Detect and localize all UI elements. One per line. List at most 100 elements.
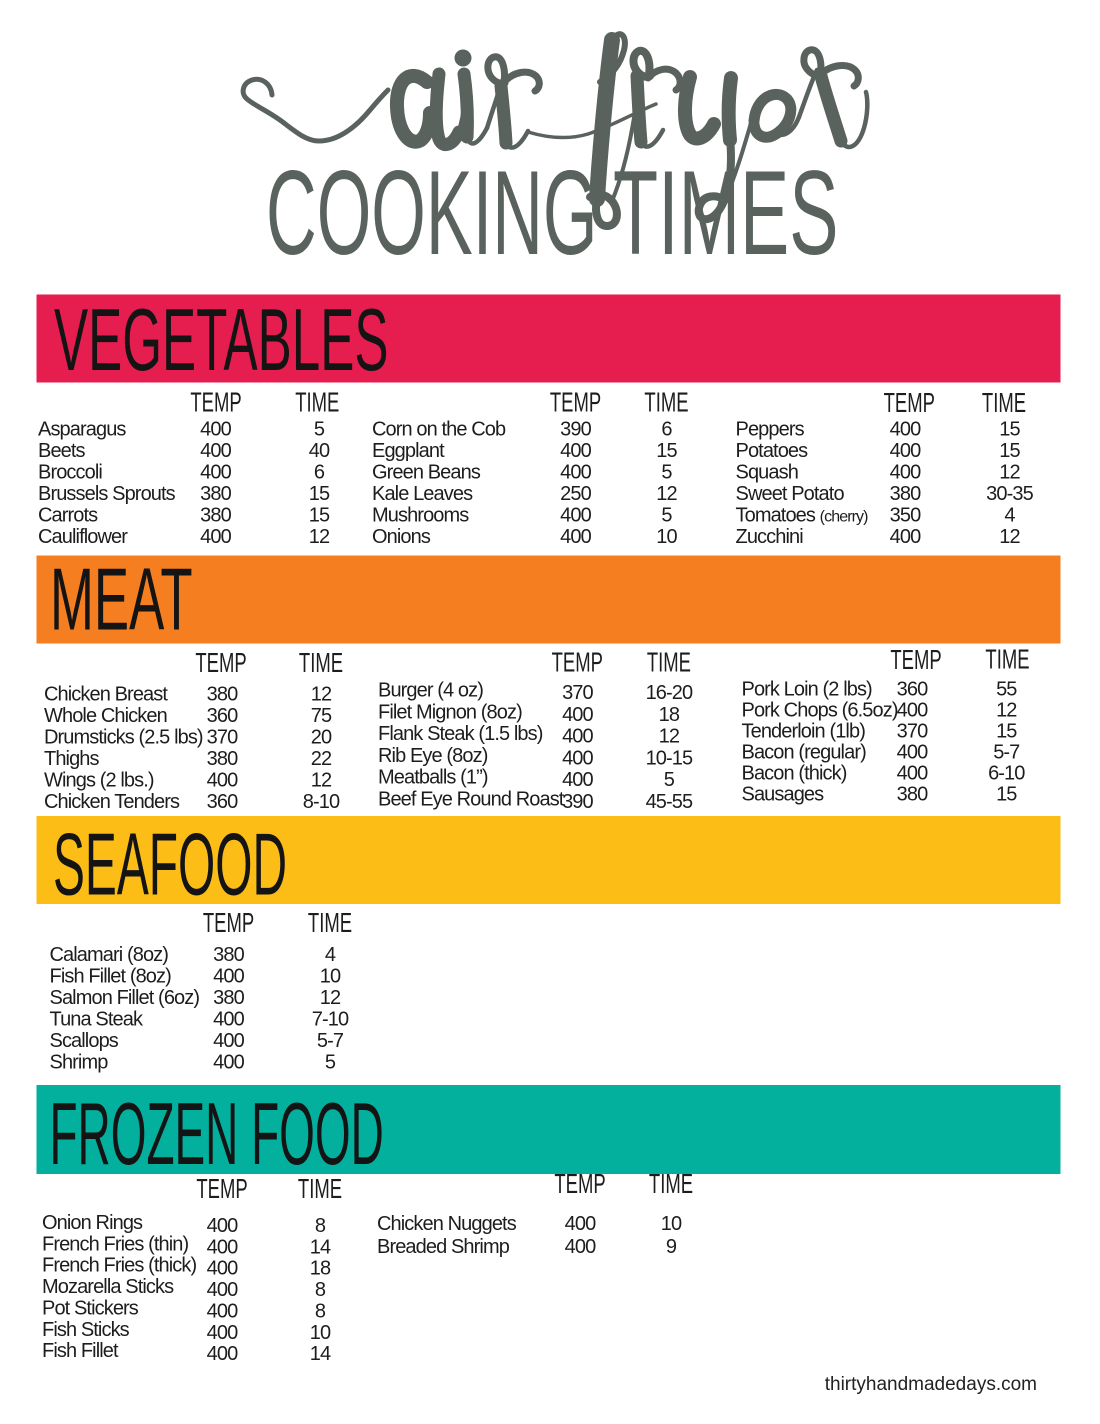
svg-text:400: 400 [897,700,928,722]
svg-text:15: 15 [996,784,1017,806]
svg-text:7-10: 7-10 [312,1008,349,1030]
svg-text:400: 400 [565,1236,596,1258]
svg-text:12: 12 [309,526,330,548]
svg-text:Onions: Onions [372,526,431,548]
svg-text:Drumsticks (2.5 lbs): Drumsticks (2.5 lbs) [44,727,203,749]
svg-text:400: 400 [560,462,591,484]
svg-text:TEMP: TEMP [890,645,941,676]
svg-text:TIME: TIME [644,388,688,419]
svg-text:390: 390 [562,791,593,813]
svg-text:Tuna Steak: Tuna Steak [50,1008,144,1030]
svg-text:6-10: 6-10 [988,763,1025,785]
svg-text:9: 9 [666,1236,677,1258]
svg-text:6: 6 [314,462,325,484]
svg-text:Calamari (8oz): Calamari (8oz) [50,944,169,966]
svg-text:MEAT: MEAT [50,551,193,649]
svg-text:Sausages: Sausages [742,784,825,806]
svg-text:TIME: TIME [308,908,352,939]
svg-text:370: 370 [897,721,928,743]
svg-text:Wings (2 lbs.): Wings (2 lbs.) [44,770,154,792]
svg-text:12: 12 [996,700,1017,722]
svg-text:Fish Sticks: Fish Sticks [42,1319,130,1341]
svg-text:8: 8 [315,1279,326,1301]
svg-text:Breaded Shrimp: Breaded Shrimp [377,1236,510,1258]
svg-text:Fish Fillet: Fish Fillet [42,1340,119,1362]
svg-text:Pot Stickers: Pot Stickers [42,1297,139,1319]
svg-text:5: 5 [661,462,672,484]
svg-text:380: 380 [200,483,231,505]
svg-text:400: 400 [562,747,593,769]
svg-text:380: 380 [200,505,231,527]
svg-text:5: 5 [325,1051,336,1073]
svg-text:TIME: TIME [649,1169,693,1200]
svg-text:15: 15 [309,505,330,527]
svg-text:5: 5 [314,419,325,441]
svg-text:8: 8 [315,1215,326,1237]
svg-text:TIME: TIME [982,388,1026,419]
svg-text:French Fries (thin): French Fries (thin) [42,1233,189,1255]
svg-text:Mushrooms: Mushrooms [372,505,469,527]
svg-text:TIMES: TIMES [613,147,838,281]
svg-text:400: 400 [560,440,591,462]
svg-text:15: 15 [996,721,1017,743]
svg-text:Tenderloin (1lb): Tenderloin (1lb) [742,721,866,743]
svg-text:Sweet Potato: Sweet Potato [736,483,845,505]
svg-text:Rib Eye (8oz): Rib Eye (8oz) [378,745,488,767]
svg-text:Cauliflower: Cauliflower [38,526,128,548]
svg-text:Corn on the Cob: Corn on the Cob [372,419,506,441]
svg-text:TIME: TIME [298,1174,342,1205]
svg-text:400: 400 [213,1051,244,1073]
svg-text:10: 10 [656,526,677,548]
svg-text:Burger (4 oz): Burger (4 oz) [378,680,483,702]
svg-text:SEAFOOD: SEAFOOD [53,816,287,914]
svg-text:380: 380 [213,944,244,966]
svg-text:400: 400 [897,742,928,764]
svg-text:TEMP: TEMP [884,388,935,419]
svg-text:400: 400 [562,726,593,748]
svg-text:12: 12 [659,726,680,748]
svg-text:250: 250 [560,483,591,505]
svg-text:400: 400 [207,770,238,792]
svg-text:Pork Loin (2 lbs): Pork Loin (2 lbs) [742,679,873,701]
svg-text:400: 400 [200,462,231,484]
svg-text:Filet Mignon (8oz): Filet Mignon (8oz) [378,701,522,723]
svg-text:390: 390 [560,419,591,441]
svg-text:12: 12 [320,987,341,1009]
svg-text:Onion Rings: Onion Rings [42,1212,143,1234]
svg-text:Meatballs (1”): Meatballs (1”) [378,767,488,789]
svg-text:Fish Fillet (8oz): Fish Fillet (8oz) [50,965,172,987]
svg-text:6: 6 [661,419,672,441]
svg-text:400: 400 [207,1236,238,1258]
svg-text:French Fries (thick): French Fries (thick) [42,1255,196,1277]
svg-text:16-20: 16-20 [646,682,693,704]
svg-text:4: 4 [325,944,336,966]
svg-text:TEMP: TEMP [552,648,603,679]
svg-text:5-7: 5-7 [993,742,1020,764]
svg-text:TIME: TIME [299,648,343,679]
svg-text:TEMP: TEMP [554,1169,605,1200]
svg-text:8-10: 8-10 [303,791,340,813]
svg-text:Pork Chops (6.5oz): Pork Chops (6.5oz) [742,700,898,722]
svg-text:30-35: 30-35 [986,483,1033,505]
svg-text:Squash: Squash [736,462,798,484]
svg-text:Brussels Sprouts: Brussels Sprouts [38,483,176,505]
svg-text:400: 400 [213,1008,244,1030]
svg-text:Bacon (regular): Bacon (regular) [742,742,867,764]
svg-text:Beets: Beets [38,440,86,462]
svg-text:15: 15 [999,440,1020,462]
svg-text:400: 400 [207,1343,238,1365]
svg-text:360: 360 [207,791,238,813]
svg-text:Chicken Breast: Chicken Breast [44,684,168,706]
svg-text:400: 400 [207,1300,238,1322]
svg-text:400: 400 [207,1322,238,1344]
svg-text:12: 12 [311,684,332,706]
svg-text:5-7: 5-7 [317,1030,344,1052]
svg-text:Salmon Fillet (6oz): Salmon Fillet (6oz) [50,987,200,1009]
svg-text:Tomatoes (cherry): Tomatoes (cherry) [736,505,869,527]
svg-text:TEMP: TEMP [550,388,601,419]
svg-text:12: 12 [999,462,1020,484]
svg-text:45-55: 45-55 [646,791,693,813]
svg-text:Scallops: Scallops [50,1030,119,1052]
svg-text:15: 15 [309,483,330,505]
svg-text:360: 360 [207,705,238,727]
